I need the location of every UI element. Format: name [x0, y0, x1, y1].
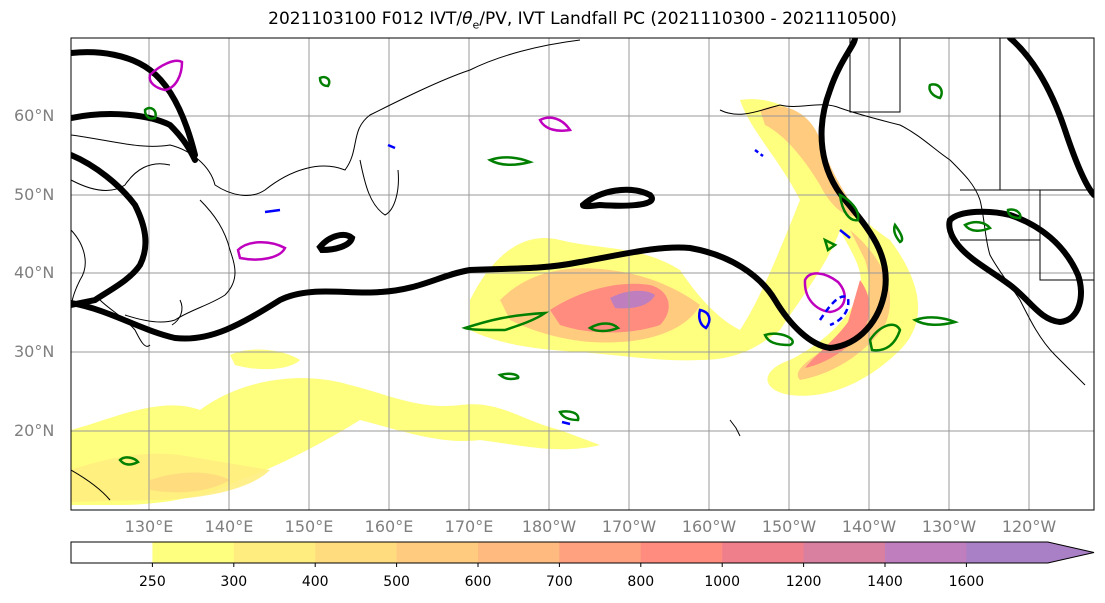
colorbar-segment — [803, 542, 886, 563]
lat-label-60n: 60°N — [14, 106, 55, 125]
colorbar-segment — [71, 542, 153, 563]
colorbar-segment — [640, 542, 723, 563]
lat-label-50n: 50°N — [14, 185, 55, 204]
lon-label-160w: 160°W — [681, 517, 737, 536]
ivt-tropical-core — [150, 472, 230, 493]
colorbar-segment — [722, 542, 805, 563]
colorbar-tick-label: 1000 — [704, 574, 741, 590]
colorbar-segment — [966, 542, 1049, 563]
lon-label-170e: 170°E — [444, 517, 494, 536]
colorbar-segment — [152, 542, 235, 563]
blue-contours — [264, 143, 851, 426]
colorbar-tick-label: 1400 — [867, 574, 903, 590]
colorbar-tick-label: 700 — [546, 574, 573, 590]
lon-label-180w: 180°W — [521, 517, 577, 536]
lon-label-150w: 150°W — [761, 517, 817, 536]
colorbar-outline — [70, 541, 1095, 564]
colorbar-segment — [233, 542, 316, 563]
ivt-arc-mid — [797, 230, 891, 380]
colorbar — [70, 541, 1095, 567]
magenta-contours — [148, 59, 846, 314]
theta-e-contours — [118, 75, 1022, 466]
colorbar-segment — [315, 542, 398, 563]
colorbar-tick-label: 300 — [220, 574, 248, 590]
ivt-shading — [71, 99, 919, 505]
lon-label-140e: 140°E — [204, 517, 254, 536]
colorbar-tick-label: 1600 — [948, 574, 985, 590]
colorbar-segment — [396, 542, 479, 563]
lat-label-40n: 40°N — [14, 263, 55, 282]
colorbar-tick-label: 600 — [464, 574, 492, 590]
lat-label-20n: 20°N — [14, 421, 55, 440]
lon-label-130e: 130°E — [124, 517, 174, 536]
colorbar-segment — [478, 542, 560, 563]
colorbar-extend-arrow — [1047, 542, 1094, 563]
map-frame — [70, 37, 1095, 511]
lon-label-130w: 130°W — [921, 517, 977, 536]
lat-label-30n: 30°N — [14, 342, 55, 361]
lon-label-160e: 160°E — [364, 517, 414, 536]
ivt-west-patch — [230, 349, 300, 370]
colorbar-segment — [559, 542, 642, 563]
lon-label-120w: 120°W — [1001, 517, 1057, 536]
lon-label-150e: 150°E — [284, 517, 334, 536]
colorbar-segment — [885, 542, 967, 563]
colorbar-tick-label: 800 — [627, 574, 655, 590]
map-title: 2021103100 F012 IVT/θe/PV, IVT Landfall … — [268, 9, 897, 32]
colorbar-tick-label: 1200 — [785, 574, 822, 590]
lon-label-140w: 140°W — [841, 517, 897, 536]
colorbar-tick-label: 250 — [139, 574, 166, 590]
ivt-river-max — [610, 290, 655, 309]
colorbar-tick-label: 500 — [383, 574, 410, 590]
lon-label-170w: 170°W — [601, 517, 657, 536]
coastlines — [71, 38, 1094, 501]
colorbar-tick-label: 400 — [301, 574, 329, 590]
ivt-arc-core — [805, 280, 870, 368]
